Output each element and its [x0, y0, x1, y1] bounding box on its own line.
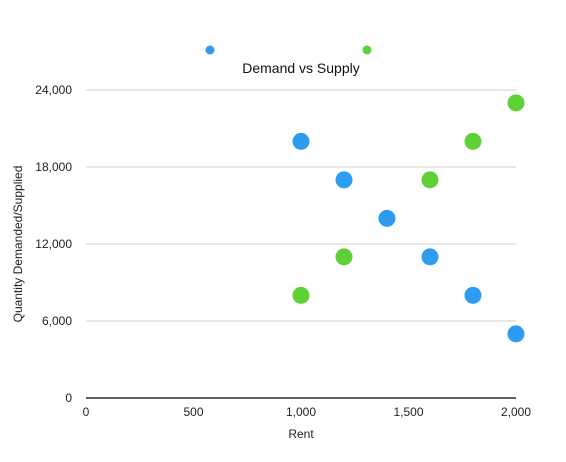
legend-marker: [205, 45, 215, 55]
data-point: [464, 286, 482, 304]
data-point: [292, 132, 310, 150]
x-tick-label: 1,000: [286, 405, 316, 419]
x-axis-title: Rent: [288, 427, 314, 441]
y-axis-ticks: 0 6,000 12,000 18,000 24,000: [35, 83, 72, 405]
data-point: [421, 171, 439, 189]
data-point: [464, 132, 482, 150]
chart-title: Demand vs Supply: [242, 60, 360, 76]
data-point: [378, 209, 396, 227]
y-tick-label: 18,000: [35, 160, 72, 174]
x-tick-label: 500: [183, 405, 203, 419]
data-point: [507, 94, 525, 112]
y-tick-label: 12,000: [35, 237, 72, 251]
y-tick-label: 6,000: [42, 314, 72, 328]
data-points: [292, 94, 525, 343]
y-tick-label: 0: [65, 391, 72, 405]
data-point: [421, 248, 439, 266]
x-axis-ticks: 0 500 1,000 1,500 2,000: [83, 405, 532, 419]
data-point: [292, 286, 310, 304]
data-point: [507, 325, 525, 343]
x-tick-label: 1,500: [393, 405, 423, 419]
data-point: [335, 248, 353, 266]
legend-marker: [362, 45, 372, 55]
legend: [205, 45, 372, 55]
y-axis-title: Quantity Demanded/Supplied: [11, 166, 25, 323]
y-tick-label: 24,000: [35, 83, 72, 97]
gridlines: [86, 89, 516, 322]
x-tick-label: 0: [83, 405, 90, 419]
data-point: [335, 171, 353, 189]
x-tick-label: 2,000: [501, 405, 531, 419]
